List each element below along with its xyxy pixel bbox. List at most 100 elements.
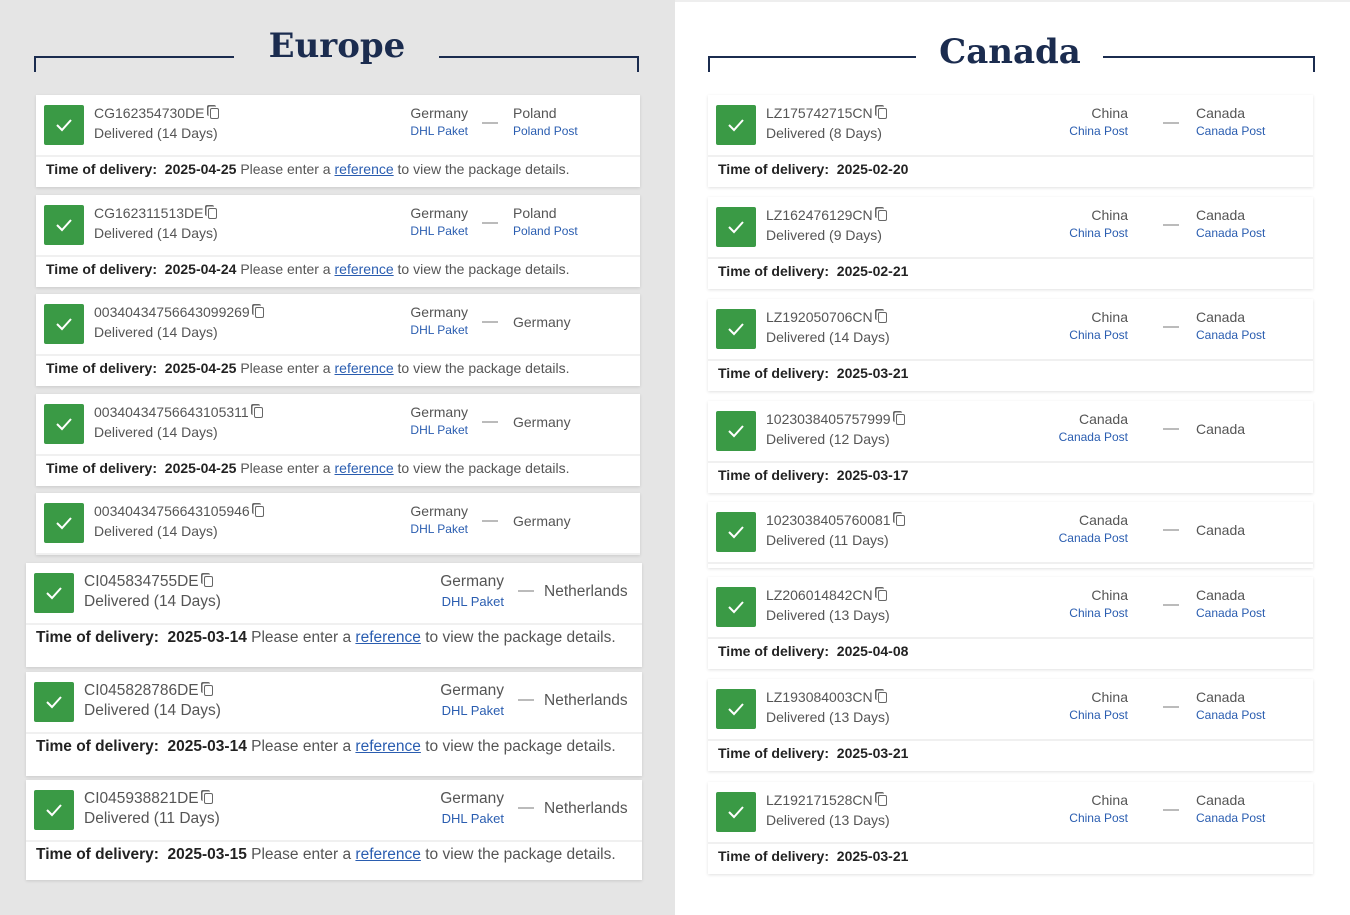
delivery-status: Delivered (8 Days) [766, 125, 882, 141]
origin: China China Post [1008, 105, 1128, 138]
copy-icon[interactable] [203, 793, 213, 804]
reference-link[interactable]: reference [355, 846, 421, 863]
tracking-number: LZ206014842CN [766, 587, 887, 603]
note-post: to view the package details. [397, 460, 570, 476]
reference-link[interactable]: reference [334, 460, 394, 476]
tracking-number: 1023038405760081 [766, 512, 905, 528]
destination-country: Canada [1196, 587, 1246, 603]
copy-icon[interactable] [203, 576, 213, 587]
route-arrow-icon [482, 321, 498, 323]
origin-carrier[interactable]: Canada Post [1058, 531, 1128, 545]
origin-carrier[interactable]: China Post [1069, 328, 1128, 342]
package-summary: CI045834755DE Delivered (14 Days) German… [26, 563, 642, 625]
package-card: 1023038405757999 Delivered (12 Days) Can… [708, 401, 1313, 493]
destination-carrier[interactable]: Poland Post [513, 224, 578, 238]
copy-icon[interactable] [877, 312, 887, 323]
destination-carrier[interactable]: Canada Post [1196, 328, 1266, 342]
tracking-number: LZ192050706CN [766, 309, 887, 325]
destination: Netherlands [544, 800, 628, 818]
origin-country: Germany [410, 105, 468, 121]
note-post: to view the package details. [425, 846, 616, 863]
route-arrow-icon [1163, 529, 1179, 531]
origin-carrier[interactable]: DHL Paket [410, 323, 468, 337]
tracking-number-text: 00340434756643099269 [94, 304, 250, 320]
title-rule-right [439, 56, 639, 72]
copy-icon[interactable] [895, 515, 905, 526]
destination-country: Canada [1196, 105, 1246, 121]
reference-link[interactable]: reference [334, 161, 394, 177]
package-card: LZ175742715CN Delivered (8 Days) China Ch… [708, 95, 1313, 187]
destination-carrier[interactable]: Canada Post [1196, 606, 1266, 620]
origin-carrier[interactable]: Canada Post [1058, 430, 1128, 444]
title-rule-left [708, 56, 916, 72]
note-pre: Please enter a [240, 460, 331, 476]
destination-carrier[interactable]: Canada Post [1196, 811, 1266, 825]
delivery-status: Delivered (9 Days) [766, 227, 882, 243]
delivered-check-icon [34, 573, 74, 613]
copy-icon[interactable] [208, 208, 218, 219]
destination-carrier[interactable]: Canada Post [1196, 226, 1266, 240]
route-arrow-icon [482, 122, 498, 124]
copy-icon[interactable] [877, 210, 887, 221]
destination-carrier[interactable]: Canada Post [1196, 124, 1266, 138]
origin-country: Germany [440, 573, 504, 590]
origin-carrier[interactable]: China Post [1069, 708, 1128, 722]
note-pre: Please enter a [251, 738, 352, 755]
origin-carrier[interactable]: DHL Paket [410, 124, 468, 138]
origin: China China Post [1008, 689, 1128, 722]
delivery-label: Time of delivery: [46, 161, 158, 177]
canada-panel: Canada LZ175742715CN Delivered (8 Days) … [675, 0, 1350, 915]
title-rule-left [34, 56, 234, 72]
origin-carrier[interactable]: DHL Paket [410, 224, 468, 238]
copy-icon[interactable] [203, 685, 213, 696]
origin-country: Canada [1078, 512, 1128, 528]
copy-icon[interactable] [877, 692, 887, 703]
reference-link[interactable]: reference [355, 629, 421, 646]
copy-icon[interactable] [254, 506, 264, 517]
delivery-date: 2025-04-24 [164, 261, 237, 277]
copy-icon[interactable] [895, 414, 905, 425]
origin-carrier[interactable]: DHL Paket [441, 811, 504, 826]
copy-icon[interactable] [877, 108, 887, 119]
copy-icon[interactable] [209, 108, 219, 119]
origin-carrier[interactable]: China Post [1069, 124, 1128, 138]
origin-carrier[interactable]: DHL Paket [441, 703, 504, 718]
origin-carrier[interactable]: DHL Paket [441, 594, 504, 609]
package-card: LZ193084003CN Delivered (13 Days) China C… [708, 679, 1313, 771]
destination-carrier[interactable]: Poland Post [513, 124, 578, 138]
package-summary: CG162311513DE Delivered (14 Days) German… [36, 195, 640, 257]
package-summary: 1023038405760081 Delivered (11 Days) Can… [708, 502, 1313, 564]
delivery-status: Delivered (14 Days) [766, 329, 890, 345]
origin: Germany DHL Paket [348, 205, 468, 238]
route-arrow-icon [1163, 706, 1179, 708]
delivery-status: Delivered (14 Days) [94, 424, 218, 440]
reference-link[interactable]: reference [334, 360, 394, 376]
copy-icon[interactable] [254, 307, 264, 318]
copy-icon[interactable] [877, 795, 887, 806]
origin-carrier[interactable]: China Post [1069, 811, 1128, 825]
package-card: CI045834755DE Delivered (14 Days) German… [26, 563, 642, 667]
origin-country: China [1091, 587, 1128, 603]
origin-carrier[interactable]: China Post [1069, 226, 1128, 240]
destination-country: Canada [1196, 792, 1246, 808]
copy-icon[interactable] [253, 407, 263, 418]
route-arrow-icon [482, 421, 498, 423]
origin: China China Post [1008, 309, 1128, 342]
reference-link[interactable]: reference [355, 738, 421, 755]
destination-country: Germany [513, 513, 571, 529]
package-card: 00340434756643105946 Delivered (14 Days)… [36, 493, 640, 555]
origin-carrier[interactable]: DHL Paket [410, 423, 468, 437]
origin-carrier[interactable]: DHL Paket [410, 522, 468, 536]
reference-link[interactable]: reference [334, 261, 394, 277]
origin-country: China [1091, 689, 1128, 705]
tracking-number-text: 1023038405757999 [766, 411, 891, 427]
delivery-status: Delivered (12 Days) [766, 431, 890, 447]
delivered-check-icon [716, 105, 756, 145]
origin: Canada Canada Post [1008, 411, 1128, 444]
origin-carrier[interactable]: China Post [1069, 606, 1128, 620]
copy-icon[interactable] [877, 590, 887, 601]
origin-country: Germany [410, 304, 468, 320]
delivery-info: Time of delivery: 2025-03-14 Please ente… [36, 738, 616, 756]
delivery-info: Time of delivery: 2025-04-24 Please ente… [46, 261, 570, 277]
destination-carrier[interactable]: Canada Post [1196, 708, 1266, 722]
